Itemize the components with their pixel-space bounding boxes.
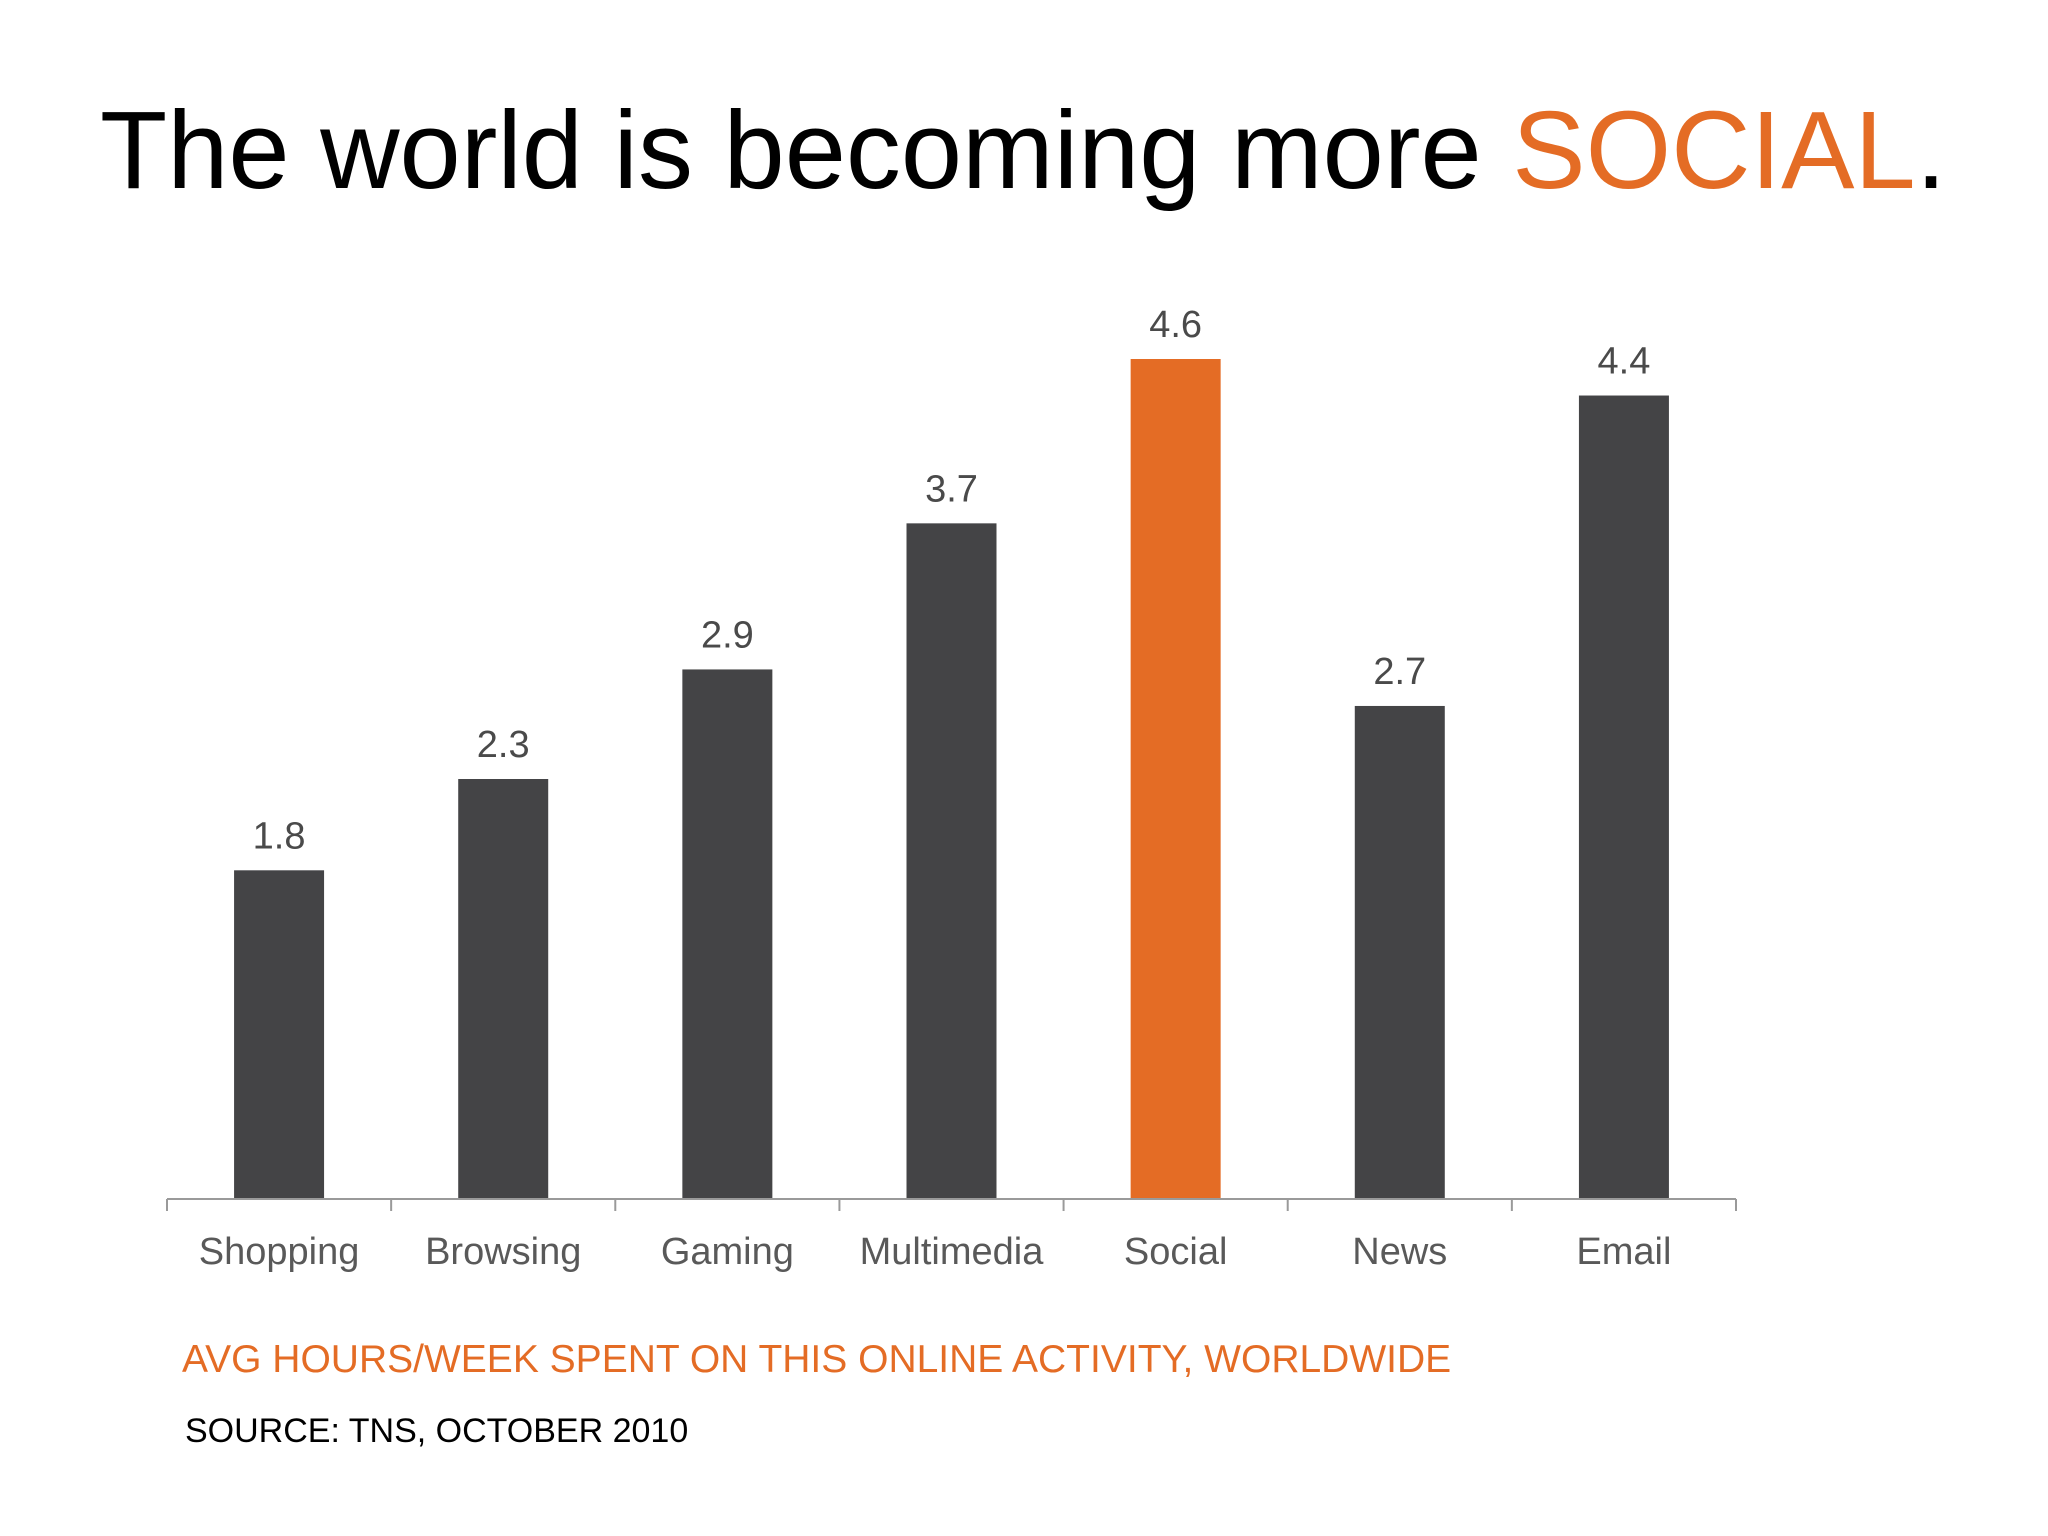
- data-label-gaming: 2.9: [701, 614, 754, 656]
- bar-multimedia: [906, 523, 997, 1199]
- category-label-shopping: Shopping: [199, 1231, 360, 1273]
- chart-caption: AVG HOURS/WEEK SPENT ON THIS ONLINE ACTI…: [182, 1338, 1452, 1381]
- source-note: SOURCE: TNS, OCTOBER 2010: [185, 1412, 689, 1450]
- bar-shopping: [234, 870, 325, 1199]
- slide-title: The world is becoming more SOCIAL.: [100, 96, 1946, 206]
- data-label-news: 2.7: [1373, 651, 1426, 693]
- title-highlight: SOCIAL: [1512, 89, 1916, 212]
- data-label-email: 4.4: [1598, 341, 1651, 383]
- title-suffix: .: [1915, 89, 1947, 212]
- category-label-gaming: Gaming: [661, 1231, 794, 1273]
- category-label-social: Social: [1124, 1231, 1228, 1273]
- title-prefix: The world is becoming more: [100, 89, 1513, 212]
- bar-social: [1130, 359, 1221, 1199]
- category-label-news: News: [1352, 1231, 1447, 1273]
- bar-email: [1578, 395, 1669, 1199]
- data-label-shopping: 1.8: [253, 815, 306, 857]
- data-label-browsing: 2.3: [477, 724, 530, 766]
- category-label-browsing: Browsing: [425, 1231, 581, 1273]
- data-label-multimedia: 3.7: [925, 468, 978, 510]
- bar-news: [1354, 705, 1445, 1199]
- category-label-multimedia: Multimedia: [860, 1231, 1045, 1273]
- bar-browsing: [458, 779, 549, 1199]
- category-label-email: Email: [1576, 1231, 1671, 1273]
- data-label-social: 4.6: [1149, 304, 1202, 346]
- bar-gaming: [682, 669, 773, 1199]
